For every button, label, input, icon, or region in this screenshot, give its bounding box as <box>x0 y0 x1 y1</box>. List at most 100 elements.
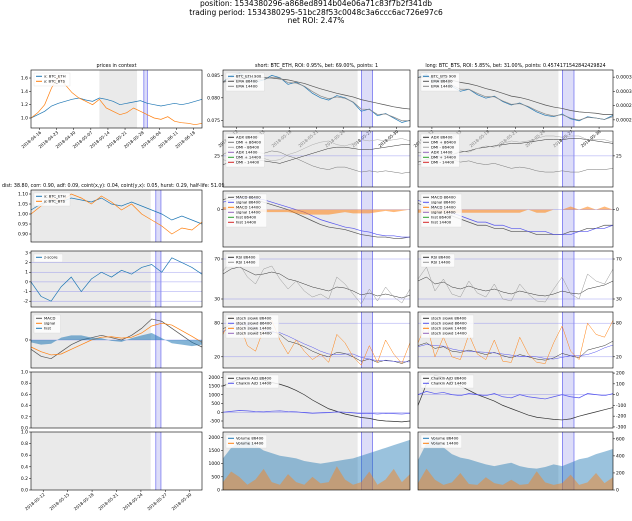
rsi_short-series-1 <box>222 260 411 305</box>
rsi_short-ytick-label-1: 30 <box>214 297 220 303</box>
macd_short-legend-entry-1: signal 86400 <box>236 200 261 205</box>
rsi_long-legend-entry-0: RSI 86400 <box>431 255 451 260</box>
stoch_short-legend-entry-1: stoch slowd 86400 <box>236 321 272 326</box>
short_price-legend-entry-1: EMA 86400 <box>236 79 258 84</box>
zscore-ytick-label-1: 2 <box>25 260 28 266</box>
chaikin_short-series-1 <box>222 410 411 415</box>
chaikin_long-series-1 <box>417 391 614 400</box>
macd_short-series-2 <box>223 207 410 215</box>
empty1-ytick-label-4: 0.2 <box>21 414 28 420</box>
stoch_long-legend-entry-2: stoch slowk 14400 <box>431 326 467 331</box>
empty2-xtick-label-0: 2018-05-12 <box>24 492 46 512</box>
macd_long-trade-span <box>562 191 574 247</box>
prices-ytick-label-3: 1.0 <box>21 116 28 122</box>
volume_long-legend-entry-1: Volume 14400 <box>431 441 459 446</box>
stoch_short-ytick-label-1: 20 <box>214 354 220 360</box>
adx_short-legend-entry-1: DMI + 86400 <box>236 140 262 145</box>
chaikin_short-ytick-label-0: 2000 <box>209 375 221 381</box>
adx_short-ytick-label-0: 25 <box>214 153 220 159</box>
chaikin_short-legend-entry-1: Chaikin A/D 14400 <box>236 381 272 386</box>
macd_long-legend-entry-4: hist 86400 <box>431 215 452 220</box>
zscore-ytick-label-3: 0 <box>25 279 28 285</box>
adx_long-legend-entry-3: ADX 14400 <box>431 150 453 155</box>
norm-axes-frame <box>30 189 203 243</box>
net-roi-title: net ROI: 2.47% <box>287 16 345 25</box>
volume_long-axes-frame <box>417 431 614 491</box>
empty1-ytick-label-1: 0.8 <box>21 381 28 387</box>
norm-ytick-label-1: 1.05 <box>18 202 28 208</box>
chaikin_long-axes-frame <box>417 371 614 429</box>
volume_short-axes-frame <box>222 431 411 491</box>
rsi_long-ytick-label-1: 30 <box>616 297 622 303</box>
zscore-ytick-label-4: -1 <box>24 289 29 295</box>
prices-ytick-label-1: 1.4 <box>21 89 28 95</box>
volume_long-ytick-label-2: 200 <box>616 470 625 476</box>
zscore-series-0 <box>30 257 203 302</box>
empty2-ytick-label-4: 0.2 <box>21 476 28 482</box>
volume_short-series-1 <box>223 466 410 490</box>
zscore-legend-box <box>33 253 63 263</box>
zscore-legend-entry-0: z-score <box>44 255 58 260</box>
short_price-legend-box <box>225 72 265 92</box>
empty2-ytick-label-3: 0.4 <box>21 464 28 470</box>
chaikin_long-ytick-label-1: 100 <box>616 381 625 387</box>
empty2-ytick-label-1: 0.8 <box>21 441 28 447</box>
macd_long-ytick-label-0: 0 <box>616 207 619 213</box>
rsi_long-axes-frame <box>417 250 614 308</box>
rsi_long-series-1 <box>417 266 614 303</box>
long_price-xtick-label-6: 2018-05-30 <box>580 129 602 149</box>
stoch_long-legend-entry-1: stoch slowd 86400 <box>431 321 467 326</box>
volume_short-legend-entry-0: Volume 86400 <box>236 436 264 441</box>
chaikin_short-ytick-label-1: 1500 <box>209 384 221 390</box>
macd_left-series-0 <box>30 318 203 360</box>
zscore-panel: 3 2 1 0 -1 -2 z-score <box>24 250 203 308</box>
rsi_long-legend-box <box>420 253 455 268</box>
adx_short-legend-entry-2: DMI - 86400 <box>236 145 260 150</box>
prices-trade-span <box>143 70 148 128</box>
short_price-legend-entry-2: EMA 14400 <box>236 84 258 89</box>
macd_short-legend-entry-0: MACD 86400 <box>236 195 261 200</box>
empty2-ytick-label-5: 0.0 <box>21 488 28 494</box>
empty2-trade-span <box>155 432 161 490</box>
stoch_short-trade-span <box>361 312 373 368</box>
empty1-ytick-label-0: 1.0 <box>21 370 28 376</box>
long_price-title: long: BTC_BTS, ROI: 5.85%, bet: 31.00%, … <box>425 63 605 69</box>
macd_long-legend-entry-5: hist 14400 <box>431 220 452 225</box>
chaikin_short-legend-box <box>225 374 279 389</box>
rsi_short-ytick-label-0: 70 <box>214 257 220 263</box>
volume_short-legend-entry-1: Volume 14400 <box>236 441 264 446</box>
stoch_short-legend-entry-3: stoch slowd 14400 <box>236 331 272 336</box>
rsi_short-legend-entry-1: RSI 14400 <box>236 260 256 265</box>
chaikin_short-panel: 2000 1500 1000 500 0 -500 Chaikin A/D 86400Cha… <box>209 371 411 429</box>
stoch_long-legend-box <box>420 314 474 339</box>
trading-period-title: trading period: 1534380295-51bc28f53c004… <box>189 7 443 17</box>
stoch_short-ytick-label-0: 80 <box>214 321 220 327</box>
long_price-ytick-label-3: 0.00026 <box>616 117 632 123</box>
macd_long-legend-box <box>420 193 462 228</box>
rsi_short-legend-entry-0: RSI 86400 <box>236 255 256 260</box>
adx_short-legend-entry-0: ADX 86400 <box>236 135 258 140</box>
prices-axes-frame <box>30 69 203 129</box>
macd_short-legend-entry-3: signal 14400 <box>236 210 261 215</box>
volume_short-ytick-label-3: 500 <box>211 474 220 480</box>
stoch_long-legend-entry-3: stoch slowd 14400 <box>431 331 467 336</box>
chaikin_short-ytick-label-4: 0 <box>217 410 220 416</box>
empty2-window-span <box>31 432 151 490</box>
empty1-ytick-label-3: 0.4 <box>21 403 28 409</box>
zscore-ytick-label-2: 1 <box>25 270 28 276</box>
empty2-xtick-label-5: 2018-05-27 <box>146 492 168 512</box>
chaikin_long-legend-entry-0: Chaikin A/D 86400 <box>431 376 467 381</box>
long_price-trade-span <box>562 70 574 127</box>
long_price-ytick-label-0: 0.00032 <box>616 75 632 81</box>
stoch_long-series-1 <box>417 344 614 360</box>
stoch_long-ytick-label-1: 20 <box>616 354 622 360</box>
empty1-window-span <box>31 372 151 428</box>
zscore-ytick-label-0: 3 <box>25 250 28 256</box>
empty1-ytick-label-5: 0.0 <box>21 426 28 432</box>
macd_long-legend-entry-3: signal 14400 <box>431 210 456 215</box>
rsi_short-legend-box <box>225 253 260 268</box>
